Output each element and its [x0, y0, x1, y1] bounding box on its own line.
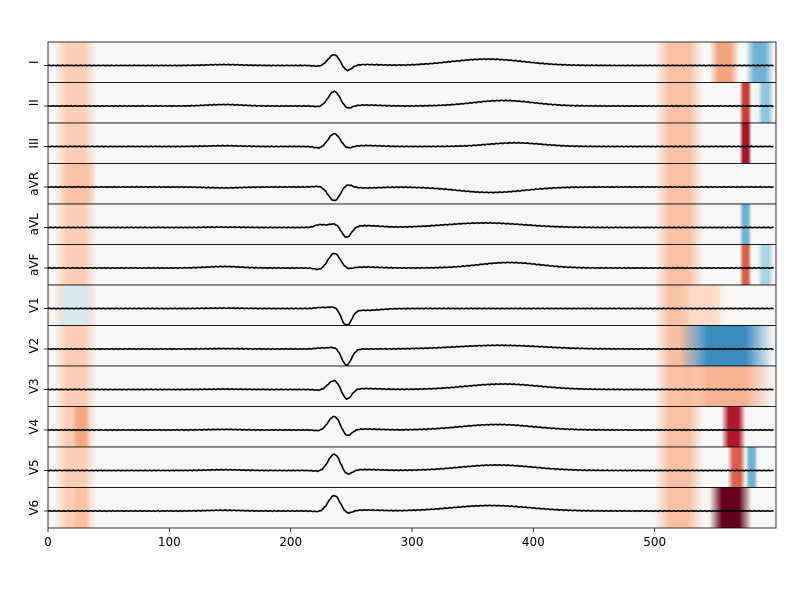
x-tick-label: 100 — [158, 535, 181, 549]
ecg-trace-V3 — [47, 379, 774, 401]
heatmap-band — [654, 42, 704, 83]
x-axis: 0 100 200 300 400 500 — [44, 528, 666, 549]
heatmap-band — [739, 82, 752, 123]
heatmap-band — [54, 447, 97, 488]
heatmap-band — [654, 163, 704, 204]
heatmap-band — [709, 42, 740, 83]
heatmap-band — [721, 406, 746, 447]
lead-panel-II: II — [27, 82, 777, 124]
heatmap-band — [739, 244, 752, 285]
heatmap-band — [654, 406, 704, 447]
heatmap-band — [72, 406, 91, 447]
ecg-trace-aVF — [47, 252, 775, 271]
heatmap-band — [727, 447, 746, 488]
heatmap-band — [654, 123, 704, 164]
lead-label-II: II — [27, 99, 41, 106]
heatmap-band — [739, 123, 752, 164]
ecg-trace-I — [47, 54, 774, 72]
heatmap-band — [745, 447, 758, 488]
ecg-trace-II — [47, 90, 774, 109]
heatmap-band — [60, 163, 97, 204]
x-tick-label: 300 — [401, 535, 424, 549]
heatmap-band — [757, 82, 774, 123]
heatmap-band — [54, 285, 97, 326]
heatmap-band — [654, 82, 704, 123]
heatmap-band — [678, 325, 774, 366]
lead-panel-V4: V4 — [27, 406, 777, 448]
ecg-trace-III — [47, 132, 774, 150]
ecg-trace-V5 — [47, 453, 774, 475]
ecg-trace-V6 — [47, 494, 774, 515]
heatmap-band — [54, 82, 97, 123]
ecg-trace-V4 — [47, 415, 774, 437]
heatmap-band — [654, 447, 704, 488]
heatmap-band — [745, 42, 774, 83]
heatmap-band — [709, 487, 752, 528]
lead-label-V1: V1 — [27, 297, 41, 313]
ecg-trace-V1 — [47, 306, 774, 326]
heatmap-band — [739, 204, 752, 245]
heatmap-band — [54, 204, 97, 245]
lead-panel-V6: V6 — [27, 487, 777, 529]
lead-label-I: I — [27, 60, 41, 64]
lead-panel-V2: V2 — [27, 325, 777, 367]
lead-panel-I: I — [27, 41, 777, 83]
heatmap-band — [54, 366, 97, 407]
lead-label-aVR: aVR — [27, 172, 41, 196]
ecg-trace-V2 — [47, 344, 774, 366]
heatmap-band — [654, 244, 704, 285]
lead-label-V4: V4 — [27, 419, 41, 435]
lead-label-V6: V6 — [27, 500, 41, 516]
lead-label-aVL: aVL — [27, 213, 41, 236]
lead-panel-III: III — [27, 122, 777, 164]
heatmap-band — [654, 487, 704, 528]
lead-label-V5: V5 — [27, 459, 41, 475]
lead-label-V3: V3 — [27, 378, 41, 394]
heatmap-band — [678, 285, 728, 326]
heatmap-band — [757, 244, 774, 285]
heatmap-band — [54, 42, 97, 83]
x-tick-label: 400 — [522, 535, 545, 549]
heatmap-band — [54, 123, 97, 164]
lead-panel-V1: V1 — [27, 284, 777, 326]
lead-panel-aVR: aVR — [27, 163, 777, 205]
lead-label-III: III — [27, 138, 41, 149]
ecg-trace-aVR — [47, 184, 774, 202]
heatmap-band — [54, 325, 97, 366]
x-tick-label: 0 — [44, 535, 52, 549]
lead-panel-aVF: aVF — [27, 244, 777, 286]
lead-label-aVF: aVF — [27, 253, 41, 276]
heatmap-band — [678, 366, 774, 407]
heatmap-band — [654, 204, 704, 245]
heatmap-band — [54, 244, 97, 285]
lead-panel-V5: V5 — [27, 446, 777, 488]
lead-label-V2: V2 — [27, 338, 41, 354]
heatmap-band — [72, 487, 91, 528]
x-tick-label: 200 — [279, 535, 302, 549]
lead-panel-aVL: aVL — [27, 203, 777, 245]
x-tick-label: 500 — [643, 535, 666, 549]
lead-panel-V3: V3 — [27, 365, 777, 407]
ecg-trace-aVL — [47, 221, 774, 238]
